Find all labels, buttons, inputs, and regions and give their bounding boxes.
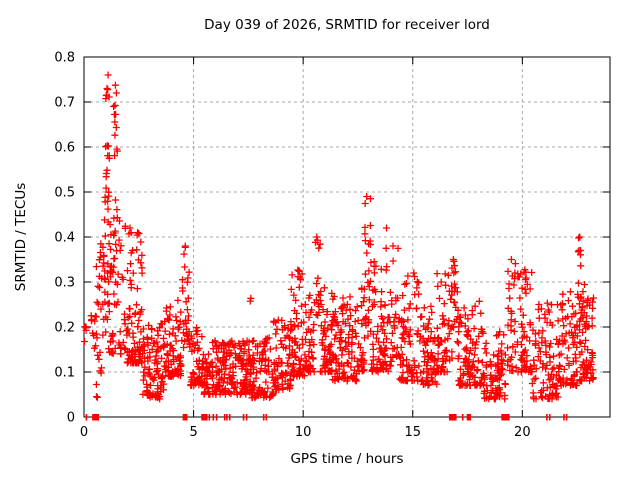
zero-value-marker (466, 414, 472, 421)
y-tick-label: 0.4 (54, 231, 75, 246)
y-tick-label: 0.3 (54, 276, 75, 291)
zero-value-marker (92, 414, 100, 421)
zero-value-marker (548, 414, 551, 421)
zero-value-marker (461, 414, 464, 421)
y-tick-label: 0 (67, 411, 75, 426)
zero-value-marker (563, 414, 565, 421)
y-tick-label: 0.6 (54, 141, 75, 156)
zero-value-marker (262, 414, 265, 421)
zero-value-marker (565, 414, 568, 421)
zero-value-marker (501, 414, 510, 421)
axis-ticks (83, 56, 610, 418)
scatter-points-layer (81, 71, 597, 403)
zero-value-marker (242, 414, 245, 421)
zero-value-marker (228, 414, 231, 421)
y-tick-label: 0.2 (54, 321, 75, 336)
zero-value-marker (212, 414, 215, 421)
y-tick-label: 0.8 (54, 51, 75, 66)
x-tick-label: 10 (295, 425, 312, 440)
zero-value-marker (85, 414, 88, 421)
x-tick-label: 0 (80, 425, 88, 440)
x-tick-label: 5 (189, 425, 197, 440)
zero-value-marker (448, 414, 457, 421)
zero-value-marker (182, 414, 188, 421)
y-tick-label: 0.5 (54, 186, 75, 201)
y-tick-label: 0.1 (54, 366, 75, 381)
zero-value-marker (245, 414, 248, 421)
zero-value-marker (226, 414, 228, 421)
zero-value-marker (215, 414, 218, 421)
zero-value-marker (201, 414, 208, 421)
zero-value-marker (223, 414, 226, 421)
y-tick-label: 0.7 (54, 96, 75, 111)
x-axis-label: GPS time / hours (290, 451, 404, 467)
x-tick-label: 15 (404, 425, 421, 440)
x-tick-label: 20 (514, 425, 531, 440)
zero-value-marker (265, 414, 268, 421)
gridlines-layer (84, 57, 610, 417)
chart-title: Day 039 of 2026, SRMTID for receiver lor… (204, 17, 490, 33)
zero-value-marker (208, 414, 211, 421)
zero-value-marker (546, 414, 548, 421)
